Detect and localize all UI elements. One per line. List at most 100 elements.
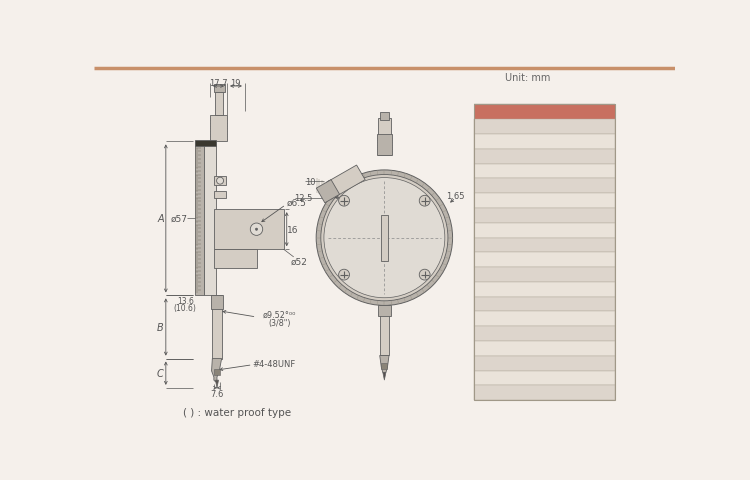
- Text: ø9.52°⁰⁰: ø9.52°⁰⁰: [263, 311, 296, 320]
- Bar: [214, 85, 225, 93]
- Text: 48.8: 48.8: [535, 344, 558, 354]
- Bar: [211, 296, 224, 310]
- Polygon shape: [215, 380, 218, 388]
- Text: 53.6: 53.6: [562, 226, 586, 236]
- Text: 53.6: 53.6: [562, 240, 586, 251]
- Text: 2119S-11: 2119S-11: [476, 137, 530, 147]
- Text: 48.8: 48.8: [535, 167, 558, 177]
- Bar: [473, 297, 614, 312]
- Text: 48.8: 48.8: [535, 300, 558, 310]
- Bar: [473, 326, 614, 341]
- Text: 48.8: 48.8: [535, 270, 558, 280]
- Bar: [473, 135, 614, 149]
- Text: 48.8: 48.8: [535, 226, 558, 236]
- Text: 29.0: 29.0: [590, 359, 613, 369]
- Text: 1.65: 1.65: [446, 192, 465, 201]
- Text: 14.0: 14.0: [590, 255, 613, 265]
- Circle shape: [316, 170, 452, 306]
- Bar: [473, 238, 614, 253]
- Text: 61.1: 61.1: [562, 285, 586, 295]
- Text: (10.6): (10.6): [174, 304, 196, 312]
- Text: 48.8: 48.8: [535, 329, 558, 339]
- Text: 76.1: 76.1: [562, 388, 586, 398]
- Bar: [380, 306, 389, 356]
- Bar: [194, 141, 216, 147]
- Polygon shape: [211, 359, 222, 382]
- Text: 38.8: 38.8: [535, 373, 558, 383]
- Text: 30°: 30°: [398, 244, 412, 253]
- Text: 11.5: 11.5: [590, 240, 613, 251]
- Text: ( ) : water proof type: ( ) : water proof type: [183, 407, 291, 417]
- Bar: [380, 113, 389, 120]
- Text: 56.1: 56.1: [562, 255, 586, 265]
- Text: 51.4: 51.4: [562, 122, 586, 132]
- Bar: [326, 166, 365, 198]
- Text: 2902S-01: 2902S-01: [476, 344, 530, 354]
- Text: #4-48UNF: #4-48UNF: [252, 359, 296, 368]
- Text: 17.7: 17.7: [209, 78, 228, 87]
- Bar: [316, 180, 340, 204]
- Text: A: A: [543, 108, 550, 118]
- Bar: [381, 363, 388, 370]
- Bar: [376, 134, 392, 156]
- Text: 17.2: 17.2: [590, 167, 613, 177]
- Text: 2125S-71: 2125S-71: [476, 211, 531, 221]
- Text: 2011S-71: 2011S-71: [476, 196, 531, 206]
- Text: 48.8: 48.8: [535, 240, 558, 251]
- Text: 19.0: 19.0: [590, 300, 613, 310]
- Circle shape: [339, 196, 350, 207]
- Bar: [473, 194, 614, 208]
- Text: 6.35: 6.35: [395, 228, 414, 237]
- Text: 60.7: 60.7: [562, 211, 586, 221]
- Bar: [473, 164, 614, 179]
- Bar: [473, 356, 614, 371]
- Bar: [214, 250, 256, 269]
- Text: 56.3: 56.3: [562, 196, 586, 206]
- Bar: [214, 369, 220, 375]
- Text: 34.0: 34.0: [590, 388, 613, 398]
- Text: A: A: [157, 214, 164, 224]
- Text: 2044S-61: 2044S-61: [476, 270, 531, 280]
- Bar: [473, 105, 614, 400]
- Bar: [214, 210, 284, 250]
- Text: 2010S-11: 2010S-11: [476, 152, 530, 162]
- Bar: [473, 282, 614, 297]
- Text: 48.8: 48.8: [535, 122, 558, 132]
- Bar: [473, 253, 614, 267]
- Text: 19.0: 19.0: [590, 285, 613, 295]
- Text: 61.1: 61.1: [562, 344, 586, 354]
- Text: 11.5: 11.5: [590, 226, 613, 236]
- Circle shape: [339, 270, 350, 280]
- Text: 48.8: 48.8: [535, 211, 558, 221]
- Text: 2046S-11: 2046S-11: [476, 300, 531, 310]
- Circle shape: [324, 178, 445, 298]
- Text: 56.3: 56.3: [562, 167, 586, 177]
- Bar: [212, 296, 222, 359]
- Bar: [473, 267, 614, 282]
- Polygon shape: [380, 356, 389, 372]
- Text: 61.0: 61.0: [562, 270, 586, 280]
- Bar: [473, 149, 614, 164]
- Text: 2046S-61: 2046S-61: [476, 314, 531, 324]
- Circle shape: [217, 178, 223, 185]
- Polygon shape: [382, 372, 386, 380]
- Bar: [473, 179, 614, 194]
- Text: 29.0: 29.0: [590, 373, 613, 383]
- Bar: [473, 120, 614, 135]
- Bar: [473, 312, 614, 326]
- Text: B: B: [157, 322, 164, 332]
- Text: 2047S-01: 2047S-01: [476, 329, 531, 339]
- Text: 48.8: 48.8: [535, 196, 558, 206]
- Text: 55.8: 55.8: [562, 137, 586, 147]
- Text: 19.0: 19.0: [590, 344, 613, 354]
- Bar: [194, 142, 204, 296]
- Text: 12.5: 12.5: [294, 194, 312, 203]
- Circle shape: [419, 270, 430, 280]
- Bar: [210, 116, 227, 142]
- Text: 2231S-01: 2231S-01: [476, 240, 530, 251]
- Text: 2050S-01: 2050S-01: [476, 359, 530, 369]
- Text: 61.1: 61.1: [562, 300, 586, 310]
- Text: 61.1: 61.1: [562, 329, 586, 339]
- Text: 51.4: 51.4: [562, 152, 586, 162]
- Text: 2230S-01: 2230S-01: [476, 226, 530, 236]
